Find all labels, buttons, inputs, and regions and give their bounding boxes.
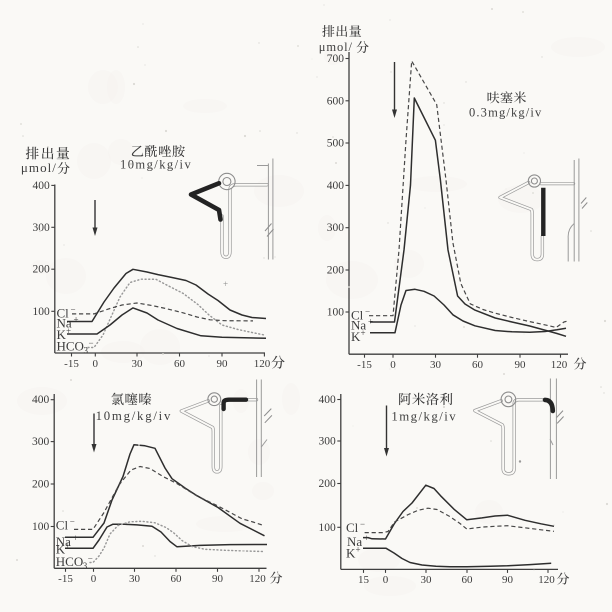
svg-text:0.3mg/kg/iv: 0.3mg/kg/iv (469, 105, 542, 119)
svg-text:μmol/: μmol/ (21, 160, 57, 175)
svg-text:30: 30 (132, 358, 144, 370)
svg-text:Na: Na (351, 318, 366, 333)
svg-text:30: 30 (421, 574, 433, 586)
svg-text:100: 100 (32, 521, 50, 533)
svg-text:3: 3 (83, 561, 88, 571)
svg-text:HCO: HCO (56, 554, 83, 569)
svg-text:300: 300 (327, 222, 345, 234)
svg-text:300: 300 (32, 436, 50, 448)
svg-text:Na: Na (57, 315, 72, 330)
svg-text:0: 0 (383, 574, 389, 586)
svg-text:+: + (66, 326, 71, 336)
svg-text:+: + (361, 328, 366, 338)
svg-text:HCO: HCO (57, 338, 84, 353)
svg-text:μmol/: μmol/ (319, 40, 353, 54)
svg-text:−: − (88, 553, 93, 563)
svg-text:30: 30 (430, 359, 442, 371)
svg-text:200: 200 (33, 264, 51, 276)
svg-text:90: 90 (212, 573, 224, 585)
svg-text:400: 400 (32, 394, 50, 406)
svg-text:100: 100 (319, 522, 337, 534)
svg-text:120: 120 (551, 359, 568, 371)
svg-text:−: − (360, 519, 365, 529)
svg-text:K: K (56, 541, 66, 556)
svg-text:700: 700 (327, 53, 345, 65)
svg-text:60: 60 (462, 574, 474, 586)
svg-text:Cl: Cl (57, 305, 70, 320)
svg-text:1mg/kg/iv: 1mg/kg/iv (391, 410, 457, 424)
svg-text:400: 400 (33, 180, 51, 192)
svg-text:−: − (89, 338, 94, 348)
svg-text:30: 30 (129, 573, 141, 585)
svg-text:300: 300 (319, 436, 337, 448)
svg-text:−: − (71, 304, 76, 314)
svg-text:K: K (351, 329, 361, 344)
svg-text:−: − (365, 307, 370, 317)
svg-text:Na: Na (347, 534, 362, 549)
svg-text:+: + (74, 314, 79, 324)
svg-text:+: + (65, 540, 70, 550)
svg-text:-15: -15 (357, 359, 372, 371)
svg-text:600: 600 (327, 95, 345, 107)
svg-text:10mg/kg/iv: 10mg/kg/iv (120, 158, 192, 172)
svg-text:3: 3 (84, 345, 89, 355)
svg-text:120: 120 (538, 574, 555, 586)
svg-text:300: 300 (33, 222, 51, 234)
svg-text:200: 200 (32, 479, 50, 491)
svg-text:-15: -15 (64, 358, 79, 370)
svg-text:+: + (223, 279, 228, 289)
svg-text:60: 60 (472, 359, 484, 371)
svg-text:0: 0 (93, 358, 99, 370)
svg-text:200: 200 (327, 265, 345, 277)
svg-text:120: 120 (254, 358, 271, 370)
svg-text:400: 400 (327, 180, 345, 192)
svg-text:90: 90 (217, 358, 229, 370)
svg-text:Cl: Cl (56, 517, 69, 532)
svg-text:90: 90 (502, 574, 514, 586)
svg-text:200: 200 (319, 478, 337, 490)
svg-text:100: 100 (33, 306, 51, 318)
svg-text:0: 0 (91, 573, 97, 585)
svg-text:60: 60 (171, 573, 183, 585)
svg-text:15: 15 (358, 574, 370, 586)
svg-text:60: 60 (174, 358, 186, 370)
svg-text:-15: -15 (58, 573, 73, 585)
svg-text:90: 90 (515, 359, 527, 371)
svg-text:500: 500 (327, 138, 345, 150)
svg-text:Cl: Cl (351, 308, 364, 323)
svg-text:100: 100 (327, 307, 345, 319)
svg-text:400: 400 (319, 394, 337, 406)
svg-text:−: − (70, 516, 75, 526)
svg-text:Cl: Cl (346, 520, 359, 535)
svg-text:+: + (356, 545, 361, 555)
svg-text:K: K (346, 546, 356, 561)
svg-text:120: 120 (249, 573, 266, 585)
svg-text:10mg/kg/iv: 10mg/kg/iv (96, 409, 173, 423)
svg-text:0: 0 (390, 359, 396, 371)
svg-text:K: K (57, 327, 67, 342)
